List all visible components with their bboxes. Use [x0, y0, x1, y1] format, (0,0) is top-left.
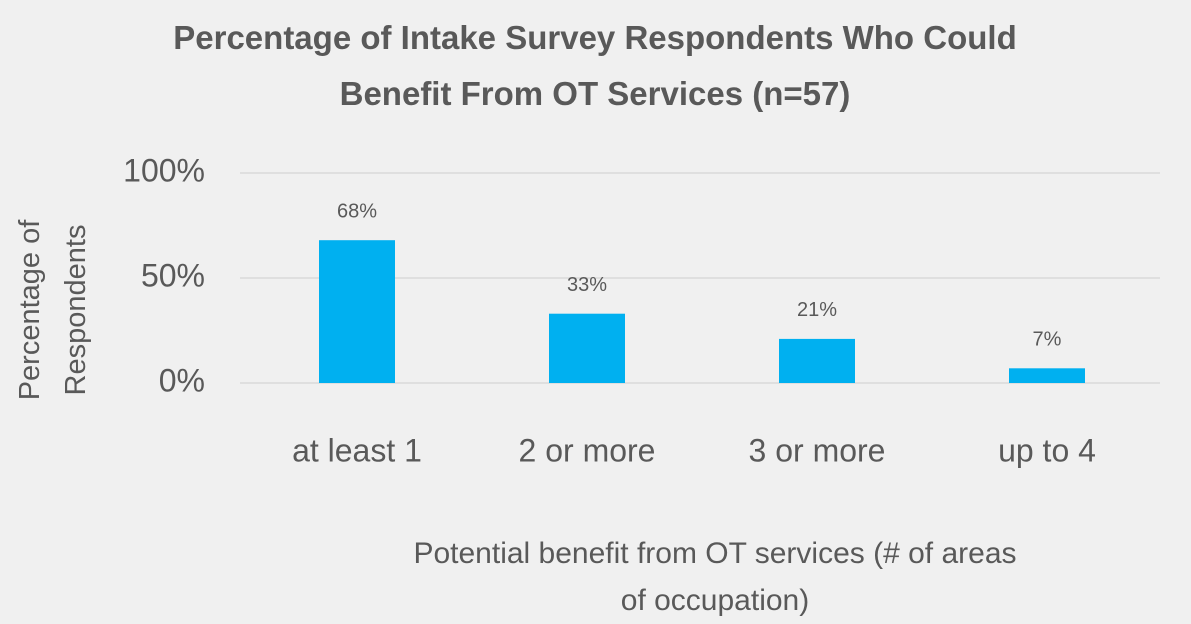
y-tick-label: 50% — [141, 257, 205, 293]
y-tick-label: 0% — [159, 362, 205, 398]
bar — [1009, 368, 1085, 383]
value-label: 21% — [797, 299, 837, 321]
x-axis-label: Potential benefit from OT services (# of… — [413, 537, 1017, 617]
chart-title: Percentage of Intake Survey Respondents … — [173, 19, 1017, 112]
bar — [779, 338, 855, 383]
x-tick-label: 3 or more — [749, 432, 886, 468]
x-tick-label: 2 or more — [519, 432, 656, 468]
x-tick-label: at least 1 — [292, 432, 422, 468]
value-label: 7% — [1033, 329, 1062, 351]
x-tick-label: up to 4 — [998, 432, 1096, 468]
value-label: 33% — [567, 274, 607, 296]
value-label: 68% — [337, 200, 377, 222]
bar — [319, 240, 395, 383]
page: 0% 50% 100% 68% at least 1 33% 2 or more 21% 3 o… — [14, 19, 1160, 617]
chart: 0% 50% 100% 68% at least 1 33% 2 or more 21% 3 o… — [123, 152, 1160, 468]
bar — [549, 313, 625, 383]
y-axis-label: Percentage of Respondents — [14, 219, 92, 401]
y-tick-label: 100% — [123, 152, 205, 188]
